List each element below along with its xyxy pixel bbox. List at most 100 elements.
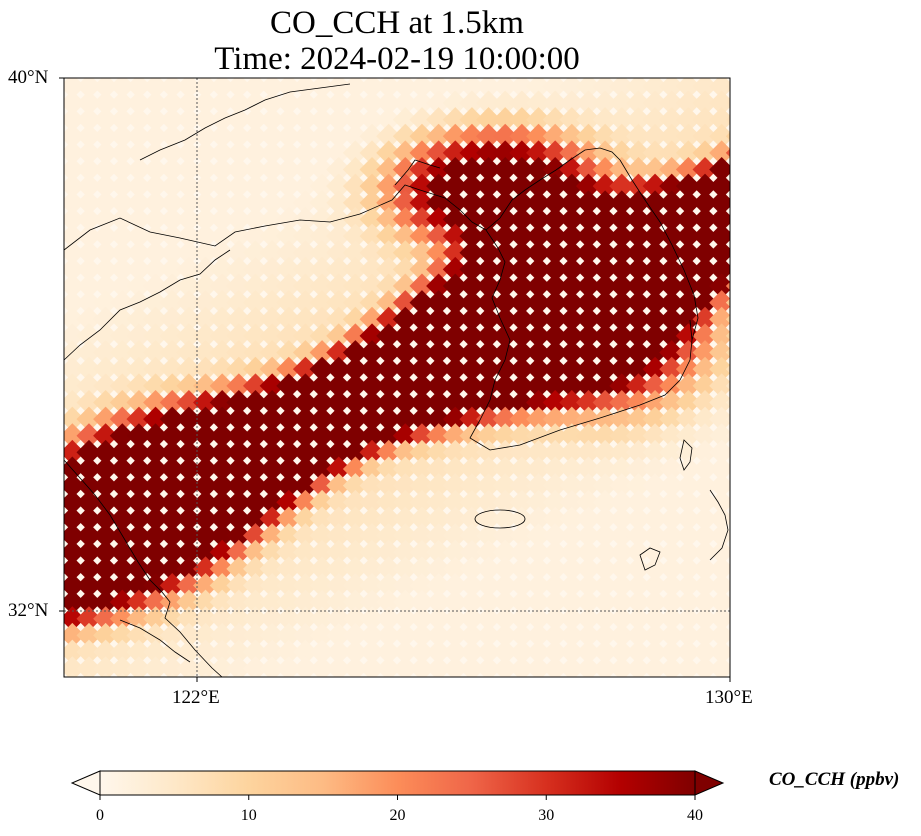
heat-cell: [575, 573, 601, 598]
heat-cell: [709, 556, 730, 582]
heat-cell: [625, 240, 651, 266]
heat-cell: [226, 78, 252, 99]
heat-cell: [426, 473, 452, 499]
heat-cell: [64, 606, 85, 632]
heat-cell: [76, 573, 102, 598]
heat-cell: [442, 157, 468, 182]
heat-cell: [642, 423, 668, 449]
heat-cell: [675, 656, 701, 677]
heat-cell: [226, 456, 252, 482]
heat-cell: [93, 290, 119, 316]
heat-cell: [442, 589, 468, 615]
heat-cell: [492, 573, 518, 598]
heat-cell: [492, 589, 518, 615]
heat-cell: [209, 290, 235, 316]
heat-cell: [442, 190, 468, 216]
heat-cell: [309, 78, 335, 99]
heat-cell: [426, 323, 452, 349]
heat-cell: [692, 190, 718, 216]
heat-cell: [609, 439, 635, 465]
heat-cell: [342, 78, 368, 99]
heat-cell: [292, 340, 318, 366]
heat-cell: [709, 539, 730, 565]
heat-cell: [359, 423, 385, 449]
heat-cell: [226, 556, 252, 582]
heat-cell: [675, 556, 701, 582]
heat-cell: [376, 306, 402, 332]
heat-cell: [692, 523, 718, 549]
heat-cell: [276, 373, 302, 399]
heat-cell: [376, 639, 402, 665]
heat-cell: [126, 489, 152, 515]
heat-cell: [376, 107, 402, 133]
heat-cell: [193, 489, 219, 515]
heat-cell: [526, 356, 552, 382]
heat-cell: [242, 173, 268, 199]
heat-cell: [725, 82, 730, 91]
heat-cell: [709, 223, 730, 249]
heat-cell: [376, 656, 402, 677]
heat-cell: [675, 206, 701, 232]
heat-cell: [226, 306, 252, 332]
heat-cell: [609, 290, 635, 316]
heat-cell: [234, 672, 243, 677]
heat-cell: [725, 315, 730, 324]
heat-cell: [426, 439, 452, 465]
heat-cell: [492, 173, 518, 199]
heat-cell: [692, 489, 718, 515]
heat-cell: [143, 506, 169, 532]
heat-cell: [459, 290, 485, 316]
heat-cell: [392, 256, 418, 282]
heat-cell: [625, 573, 651, 598]
heat-cell: [459, 539, 485, 565]
heat-cell: [592, 539, 618, 565]
heat-cell: [309, 473, 335, 499]
heat-cell: [109, 539, 135, 565]
heat-cell: [492, 556, 518, 582]
heat-cell: [193, 206, 219, 232]
heat-cell: [292, 606, 318, 632]
heat-cell: [93, 589, 119, 615]
heat-cell: [709, 306, 730, 332]
heat-cell: [126, 439, 152, 465]
heat-cell: [209, 606, 235, 632]
heat-cell: [650, 672, 660, 677]
heat-cell: [426, 639, 452, 665]
heat-cell: [725, 614, 730, 623]
map-frame: [63, 77, 731, 678]
heat-cell: [309, 656, 335, 677]
heat-cell: [226, 406, 252, 432]
heat-cell: [492, 306, 518, 332]
heat-cell: [709, 173, 730, 199]
heat-cell: [259, 323, 285, 349]
heat-cell: [409, 489, 435, 515]
heat-cell: [392, 173, 418, 199]
heat-cell: [259, 373, 285, 399]
heat-cell: [526, 340, 552, 366]
heat-cell: [675, 90, 701, 116]
heat-cell: [176, 140, 202, 166]
heat-cell: [334, 672, 343, 677]
heat-cell: [725, 581, 730, 590]
heat-cell: [143, 406, 169, 432]
heat-cell: [442, 556, 468, 582]
heat-cell: [459, 173, 485, 199]
heat-cell: [309, 157, 335, 182]
heat-cell: [64, 473, 85, 499]
heat-cell: [501, 672, 510, 677]
heat-cell: [259, 556, 285, 582]
coastline-china-east: [64, 459, 223, 677]
heat-cell: [292, 406, 318, 432]
heat-cell: [259, 523, 285, 549]
heat-cell: [359, 523, 385, 549]
heat-cell: [526, 573, 552, 598]
heat-cell: [692, 356, 718, 382]
heat-cell: [559, 78, 585, 99]
heat-cell: [309, 123, 335, 149]
heat-cell: [642, 273, 668, 299]
heat-cell: [559, 539, 585, 565]
heat-cell: [542, 389, 568, 415]
heat-cell: [625, 256, 651, 282]
heat-cell: [159, 240, 185, 266]
